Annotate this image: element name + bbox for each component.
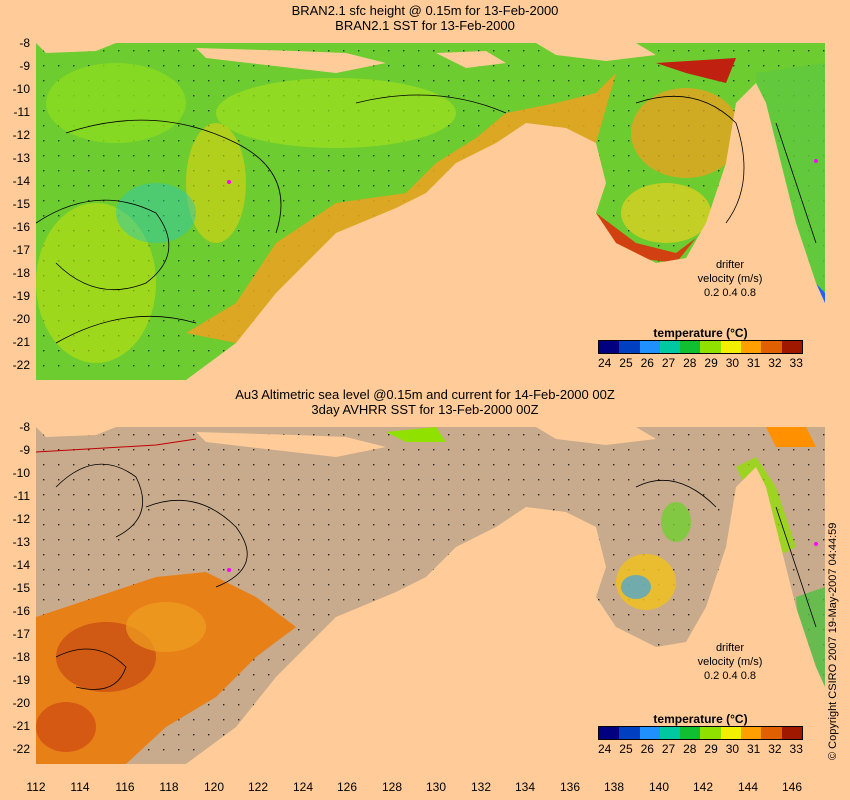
australia-land	[186, 83, 825, 380]
australia-land	[186, 467, 825, 764]
bottom-map-svg	[36, 427, 825, 764]
island-timor	[196, 48, 386, 73]
colorbar	[598, 726, 803, 740]
bottom-title-line1: Au3 Altimetric sea level @0.15m and curr…	[235, 387, 615, 402]
island-png	[536, 43, 656, 61]
top-map-svg	[36, 43, 825, 380]
copyright-text: © Copyright CSIRO 2007 19-May-2007 04:44…	[827, 522, 839, 760]
top-temperature-legend: temperature (°C) 24 25 26 27 28 29 30 31 32 33	[598, 326, 803, 370]
bottom-drifter-legend: drifter velocity (m/s) 0.2 0.4 0.8	[697, 642, 763, 682]
altimetric-contours	[55, 463, 817, 690]
top-map-panel	[36, 43, 825, 380]
bottom-map-panel	[36, 427, 825, 764]
bottom-title-line2: 3day AVHRR SST for 13-Feb-2000 00Z	[311, 402, 539, 417]
bottom-temperature-legend: temperature (°C) 24 25 26 27 28 29 30 31 32 33	[598, 712, 803, 756]
legend-title: temperature (°C)	[653, 326, 748, 340]
sea-height-contours	[36, 94, 817, 344]
sst-data-southwest	[36, 572, 296, 764]
top-title-line2: BRAN2.1 SST for 13-Feb-2000	[335, 18, 515, 33]
top-drifter-legend: drifter velocity (m/s) 0.2 0.4 0.8	[697, 259, 763, 299]
legend-title: temperature (°C)	[653, 712, 748, 726]
top-title-line1: BRAN2.1 sfc height @ 0.15m for 13-Feb-20…	[291, 3, 559, 18]
colorbar	[598, 340, 803, 354]
